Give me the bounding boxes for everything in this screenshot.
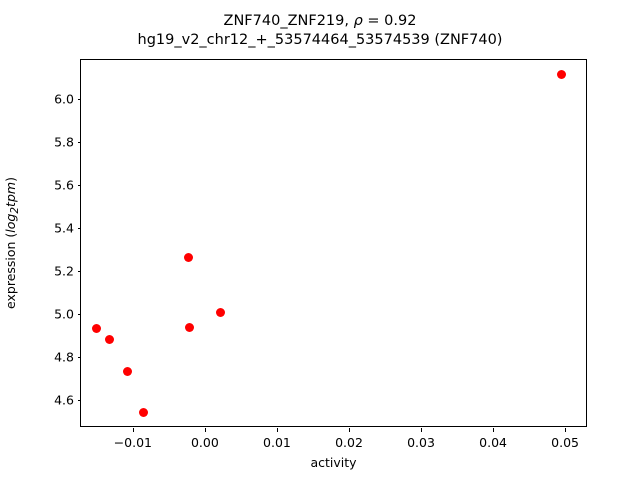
y-axis-label-suffix: ) [3,177,19,182]
x-axis-tick-label: 0.01 [263,435,291,450]
x-axis-tick-label: −0.01 [113,435,153,450]
chart-title-suffix: = 0.92 [362,13,417,29]
y-axis-tick-label: 5.8 [54,134,74,150]
y-axis-tick [77,270,81,272]
y-axis-tick-label: 5.2 [54,263,74,279]
chart-title: ZNF740_ZNF219, ρ = 0.92 hg19_v2_chr12_+_… [0,12,640,50]
y-axis-tick-label: 6.0 [54,91,74,107]
x-axis-tick [421,428,423,432]
chart-title-prefix: ZNF740_ZNF219, [223,13,354,29]
y-axis-tick-label: 4.6 [54,392,74,408]
x-axis-tick-label: 0.04 [479,435,507,450]
y-axis-tick [77,313,81,315]
y-axis-tick [77,356,81,358]
x-axis-tick-label: 0.02 [335,435,363,450]
y-axis-tick [77,399,81,401]
scatter-point [105,334,115,344]
x-axis-tick-label: 0.00 [190,435,219,450]
x-axis-label: activity [310,455,357,470]
x-axis-tick-label: 0.05 [551,435,580,450]
y-axis-label-log: log [3,213,19,233]
plot-data-area [81,60,586,426]
scatter-point [183,253,193,262]
y-axis-tick-label: 5.6 [54,177,74,193]
plot-axes-frame: −0.01 0.00 0.01 0.02 0.03 0.04 0.05 4.6 4.8 5.0 5.… [54,59,587,450]
y-axis-tick [77,184,81,186]
x-axis-tick [348,428,350,432]
y-axis-label-wrapper: expression (log2tpm) [0,59,24,427]
x-axis-tick [132,428,134,432]
rho-symbol: ρ [353,13,363,29]
y-axis-label-subscript: 2 [8,206,21,214]
y-axis-label: expression (log2tpm) [3,177,21,309]
x-axis-tick-label: 0.03 [407,435,435,450]
y-axis-tick [77,227,81,229]
y-axis-tick [77,98,81,100]
scatter-point [216,307,226,317]
y-axis-label-prefix: expression ( [3,232,19,309]
y-axis-tick [77,141,81,143]
y-axis-tick-label: 5.0 [54,306,74,322]
chart-subtitle: hg19_v2_chr12_+_53574464_53574539 (ZNF74… [137,32,503,48]
x-axis-tick [276,428,278,432]
scatter-point [139,407,149,417]
x-axis-tick [565,428,567,432]
scatter-point [92,324,102,334]
scatter-point [185,322,195,332]
x-axis-tick [204,428,206,432]
x-axis-tick [493,428,495,432]
scatter-point [123,367,133,377]
y-axis-tick-label: 4.8 [54,349,74,365]
y-axis-label-tpm: tpm [3,181,19,207]
y-axis-tick-label: 5.4 [54,220,74,236]
scatter-point [557,70,566,80]
chart-title-line-1: ZNF740_ZNF219, ρ = 0.92 [0,12,640,31]
